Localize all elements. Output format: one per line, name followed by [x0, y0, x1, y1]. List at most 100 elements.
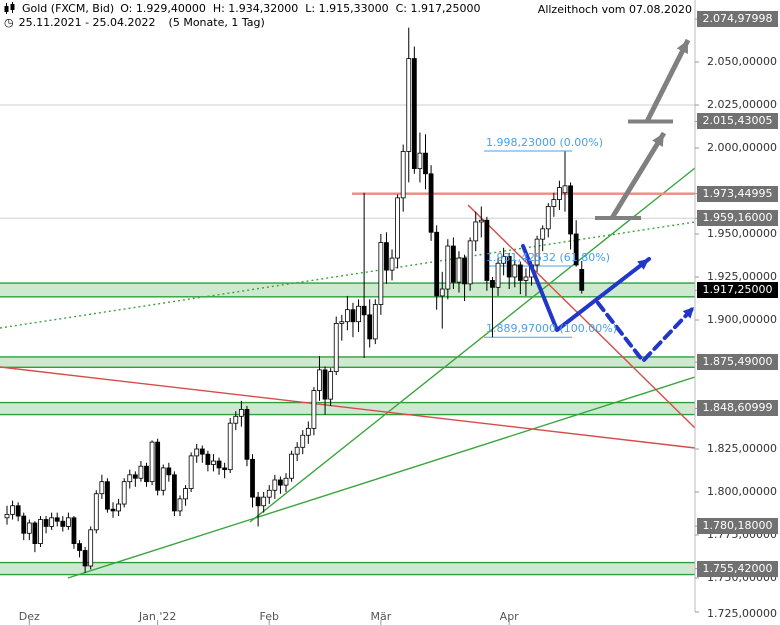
- candle-body: [305, 427, 311, 436]
- price-level-box: 1.959,16000: [697, 210, 778, 227]
- candle-body: [361, 305, 367, 316]
- candle-body: [579, 269, 585, 291]
- candle-body: [110, 508, 116, 512]
- candle-body: [406, 58, 412, 152]
- candle-body: [462, 257, 467, 285]
- instrument-title: Gold (FXCM, Bid): [22, 2, 115, 15]
- ath-label: Allzeithoch vom 07.08.2020: [537, 3, 692, 16]
- candle-body: [294, 446, 300, 455]
- price-tick-label: 1.725,00000: [707, 607, 777, 620]
- candle-body: [238, 409, 244, 417]
- candle-body: [166, 467, 172, 476]
- range-header: ◷ 25.11.2021 - 25.04.2022 (5 Monate, 1 T…: [4, 16, 265, 29]
- candle-body: [322, 369, 328, 400]
- candle-body: [339, 321, 345, 324]
- candle-body: [411, 58, 417, 170]
- candle-body: [450, 245, 456, 283]
- candle-body: [255, 496, 261, 507]
- fib-level-label: 1.931,42532 (61.80%): [486, 250, 611, 264]
- candle-body: [400, 151, 406, 199]
- candle-body: [15, 505, 21, 517]
- price-level-box: 2.015,43005: [697, 113, 778, 130]
- arrowhead: [652, 133, 664, 147]
- candle-body: [116, 503, 121, 512]
- arrowhead: [637, 259, 649, 270]
- price-tick-label: 2.025,00000: [707, 98, 777, 111]
- candle-body: [82, 550, 88, 567]
- candle-body: [244, 409, 250, 460]
- candle-body: [121, 481, 127, 505]
- candle-body: [473, 221, 479, 242]
- candle-body: [93, 493, 99, 531]
- candle-body: [205, 453, 211, 465]
- candle-body: [501, 255, 507, 264]
- candle-body: [356, 305, 361, 323]
- candle-body: [439, 288, 445, 297]
- candle-body: [261, 496, 267, 507]
- candle-body: [300, 434, 306, 448]
- candle-body: [272, 479, 278, 491]
- candle-body: [49, 517, 55, 527]
- candle-body: [266, 489, 272, 498]
- fib-level-label: 1.998,23000 (0.00%): [486, 136, 604, 150]
- candle-body: [77, 543, 82, 551]
- candle-body: [250, 458, 255, 498]
- price-tick-label: 1.800,00000: [707, 485, 777, 498]
- price-level-box: 1.875,49000: [697, 354, 778, 371]
- candle-body: [283, 477, 289, 486]
- candle-body: [38, 519, 43, 545]
- price-tick-label: 2.000,00000: [707, 141, 777, 154]
- trendline-green: [67, 376, 696, 579]
- candle-body: [417, 152, 423, 170]
- candle-body: [506, 255, 512, 278]
- candle-body: [551, 199, 557, 207]
- candle-body: [557, 187, 562, 200]
- price-axis: 2.050,00000 2.025,00000 2.000,00000 1.950,0…: [695, 0, 780, 625]
- instrument-header: Gold (FXCM, Bid) O: 1.929,40000 H: 1.934…: [4, 2, 480, 15]
- candle-body: [317, 369, 322, 391]
- breakout-arrow: [644, 38, 691, 123]
- candle-body: [43, 519, 49, 527]
- candle-body: [573, 233, 579, 266]
- candle-body: [278, 479, 283, 486]
- candle-body: [171, 474, 177, 512]
- candle-body: [395, 197, 401, 259]
- candle-body: [540, 228, 546, 240]
- candle-body: [21, 515, 27, 534]
- trendline-green: [249, 167, 696, 523]
- candle-body: [423, 152, 428, 175]
- candle-body: [428, 173, 434, 233]
- candle-body: [155, 441, 161, 491]
- candle-body: [484, 219, 490, 281]
- candle-body: [144, 465, 149, 483]
- candle-body: [60, 520, 66, 527]
- price-level-box: 1.973,44995: [697, 185, 778, 202]
- candle-body: [132, 474, 138, 479]
- price-tick-label: 1.825,00000: [707, 442, 777, 455]
- candle-body: [194, 448, 200, 457]
- candle-body: [434, 231, 440, 297]
- candle-body: [26, 522, 32, 534]
- candle-body: [445, 245, 451, 290]
- support-zone: [0, 562, 695, 575]
- candle-body: [378, 242, 384, 305]
- candle-body: [344, 309, 350, 323]
- price-level-box: 1.780,18000: [697, 518, 778, 535]
- candle-body: [467, 240, 473, 285]
- projection-arrow: [521, 244, 651, 332]
- candle-body: [222, 467, 228, 471]
- candle-body: [88, 529, 94, 567]
- trendline-red: [0, 366, 696, 449]
- candle-body: [71, 517, 77, 544]
- candlestick-icon: [4, 2, 15, 14]
- price-level-box: 1.755,42000: [697, 560, 778, 577]
- candle-body: [372, 304, 378, 340]
- candle-body: [568, 185, 573, 235]
- candle-body: [227, 422, 233, 471]
- candle-body: [289, 453, 294, 479]
- candle-body: [562, 185, 568, 194]
- trendline-red: [467, 204, 696, 429]
- candle-body: [389, 257, 395, 271]
- projection-arrow-dashed: [596, 301, 696, 363]
